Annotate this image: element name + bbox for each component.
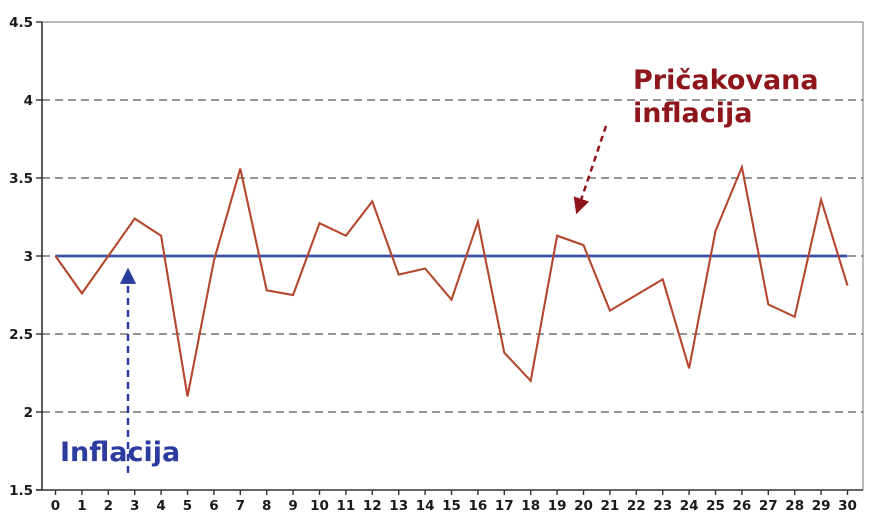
x-tick-label: 30 [838, 498, 857, 514]
x-tick-label: 3 [130, 498, 139, 514]
x-tick-label: 22 [627, 498, 646, 514]
x-tick-label: 17 [495, 498, 514, 514]
x-tick-label: 24 [680, 498, 699, 514]
x-tick-label: 16 [469, 498, 488, 514]
x-tick-label: 2 [104, 498, 113, 514]
x-tick-label: 28 [785, 498, 804, 514]
x-tick-label: 19 [548, 498, 567, 514]
x-tick-label: 26 [733, 498, 752, 514]
x-tick-label: 10 [310, 498, 329, 514]
y-tick-label: 4.5 [9, 15, 33, 31]
x-tick-label: 1 [77, 498, 86, 514]
x-tick-label: 25 [706, 498, 725, 514]
x-tick-label: 5 [183, 498, 192, 514]
inflacija-line [54, 163, 849, 397]
x-tick-label: 27 [759, 498, 778, 514]
x-tick-label: 11 [337, 498, 356, 514]
x-tick-label: 29 [812, 498, 831, 514]
x-tick-label: 8 [262, 498, 271, 514]
y-tick-label: 1.5 [9, 483, 33, 499]
x-tick-label: 9 [288, 498, 297, 514]
inflation-label: Inflacija [60, 437, 181, 468]
y-tick-label: 2.5 [9, 327, 33, 343]
expected-inflation-label: Pričakovana inflacija [633, 65, 819, 129]
x-tick-label: 12 [363, 498, 382, 514]
x-tick-label: 6 [209, 498, 218, 514]
y-tick-label: 2 [24, 405, 33, 421]
x-tick-label: 21 [601, 498, 620, 514]
x-tick-label: 20 [574, 498, 593, 514]
x-tick-label: 7 [236, 498, 245, 514]
y-tick-label: 3.5 [9, 171, 33, 187]
x-tick-label: 18 [521, 498, 540, 514]
pricakovana-arrow-icon [573, 125, 608, 215]
y-tick-label: 3 [24, 249, 33, 265]
generated-chart-layer: 1.522.533.544.50 1 2 3 4 5 6 7 8 9 10 11 12 13 14 15 16 1… [9, 15, 864, 514]
x-tick-label: 13 [389, 498, 408, 514]
x-tick-label: 15 [442, 498, 461, 514]
x-tick-label: 23 [653, 498, 672, 514]
x-tick-label: 0 [51, 498, 60, 514]
x-tick-label: 14 [416, 498, 435, 514]
y-tick-label: 4 [24, 93, 33, 109]
x-tick-label: 4 [156, 498, 165, 514]
